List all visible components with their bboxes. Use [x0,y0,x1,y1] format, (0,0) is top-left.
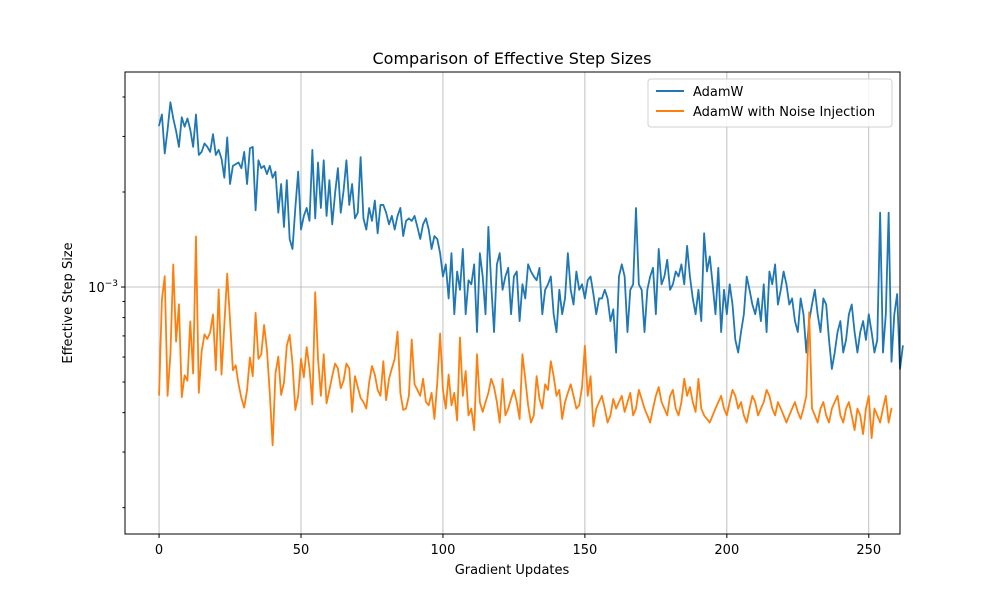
legend-box [647,78,893,128]
plot-frame [124,71,901,535]
series-line-adamw [158,101,904,370]
y-axis-ticks: 10−3 [88,96,125,509]
x-axis-ticks: 0 50 100 150 200 250 [155,534,881,558]
x-tick-label: 0 [155,543,163,558]
legend-label-adamw: AdamW [693,85,744,100]
x-tick-label: 50 [293,543,310,558]
grid-lines [125,72,900,534]
series-lines [158,101,904,447]
chart-title: Comparison of Effective Step Sizes [373,49,652,68]
y-axis-title: Effective Step Size [61,242,76,363]
x-axis-title: Gradient Updates [455,563,570,578]
x-tick-label: 150 [572,543,597,558]
x-tick-label: 100 [431,543,456,558]
y-tick-label: 10−3 [88,279,118,296]
series-line-adamw-noise [158,235,893,447]
legend: AdamW AdamW with Noise Injection [647,78,893,128]
legend-label-adamw-noise: AdamW with Noise Injection [693,105,875,120]
x-tick-label: 250 [856,543,881,558]
x-tick-label: 200 [714,543,739,558]
